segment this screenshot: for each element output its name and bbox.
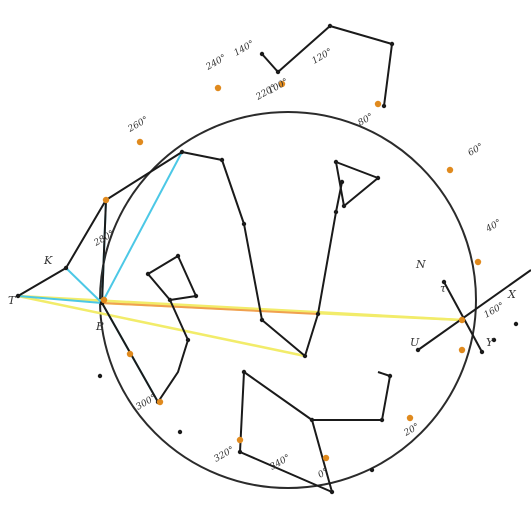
yellow-ray <box>17 294 306 358</box>
rim-label-16: 160° <box>483 301 507 321</box>
rim-node <box>136 138 144 146</box>
cyan-ray <box>101 151 183 304</box>
point-marker <box>63 265 69 271</box>
rim-node <box>100 296 108 304</box>
rim-label-5: 300° <box>135 393 159 413</box>
point-marker <box>327 23 333 29</box>
point-marker <box>375 175 381 181</box>
rim-label-14: 120° <box>311 47 335 67</box>
point-marker <box>237 449 243 455</box>
point-markers <box>15 23 519 495</box>
cyan-ray <box>17 295 103 304</box>
ray-group <box>17 151 463 403</box>
label-u: U <box>410 336 420 349</box>
point-marker <box>513 321 519 327</box>
rim-label-11: 60° <box>467 142 486 159</box>
point-marker <box>15 293 21 299</box>
cyan-ray <box>65 267 103 304</box>
rim-nodes <box>100 80 482 462</box>
point-marker <box>177 429 183 435</box>
label-b: B <box>95 320 104 333</box>
point-marker <box>491 337 497 343</box>
point-marker <box>179 149 185 155</box>
point-marker <box>381 103 387 109</box>
square-left-inner <box>147 255 197 301</box>
rim-node <box>474 258 482 266</box>
top-loop <box>261 25 393 107</box>
left-branch <box>17 151 343 357</box>
rim-label-10: 40° <box>484 218 504 235</box>
point-marker <box>241 369 247 375</box>
rim-node <box>278 80 286 88</box>
rim-node <box>236 436 244 444</box>
point-marker <box>185 337 191 343</box>
point-marker <box>275 69 281 75</box>
point-marker <box>175 253 181 259</box>
point-marker <box>333 159 339 165</box>
rim-label-6: 320° <box>213 445 237 465</box>
point-marker <box>389 41 395 47</box>
point-marker <box>241 221 247 227</box>
lower-right-hook <box>312 371 391 421</box>
constellation-lines <box>17 25 531 493</box>
point-marker <box>333 209 339 215</box>
right-cross-b <box>417 269 531 351</box>
label-y-right: Y <box>486 336 495 349</box>
point-marker <box>193 293 199 299</box>
point-marker <box>379 417 385 423</box>
rim-node <box>374 100 382 108</box>
rim-label-12: 80° <box>357 112 376 129</box>
point-marker <box>259 51 265 57</box>
point-marker <box>309 417 315 423</box>
rim-node <box>458 316 466 324</box>
point-marker <box>339 179 345 185</box>
rim-node <box>458 346 466 354</box>
rim-node <box>126 350 134 358</box>
rim-node <box>102 196 110 204</box>
point-marker <box>415 347 421 353</box>
rim-node <box>322 454 330 462</box>
point-marker <box>219 157 225 163</box>
rim-labels: 220°240°260°280°300°320° 340°0°20°40°60°8… <box>92 39 507 481</box>
rim-node <box>446 166 454 174</box>
rim-label-15: 140° <box>233 39 257 59</box>
label-k-left: K <box>43 254 53 267</box>
point-marker <box>369 467 375 473</box>
point-marker <box>97 373 103 379</box>
point-marker <box>441 279 447 285</box>
point-marker <box>387 373 393 379</box>
point-marker <box>315 311 321 317</box>
triangle-upper-center <box>335 161 379 207</box>
label-n-right: N <box>415 258 426 271</box>
rim-label-8: 0° <box>317 467 331 481</box>
rim-label-2: 240° <box>204 53 229 73</box>
label-tau: τ <box>440 282 447 295</box>
point-marker <box>167 297 173 303</box>
point-marker <box>302 353 308 359</box>
label-x-right: X <box>507 288 517 301</box>
rim-node <box>406 414 414 422</box>
point-marker <box>341 203 347 209</box>
rim-label-13: 100° <box>267 77 291 97</box>
rim-node <box>156 398 164 406</box>
point-marker <box>145 271 151 277</box>
orange-ray <box>101 302 319 315</box>
square-tail <box>157 299 189 403</box>
point-labels: T K B Uτ N X Y <box>8 254 517 349</box>
point-marker <box>259 317 265 323</box>
point-marker <box>479 349 485 355</box>
rim-label-3: 260° <box>126 115 151 135</box>
rim-node <box>214 84 222 92</box>
label-t: T <box>8 294 17 307</box>
point-marker <box>329 489 335 495</box>
